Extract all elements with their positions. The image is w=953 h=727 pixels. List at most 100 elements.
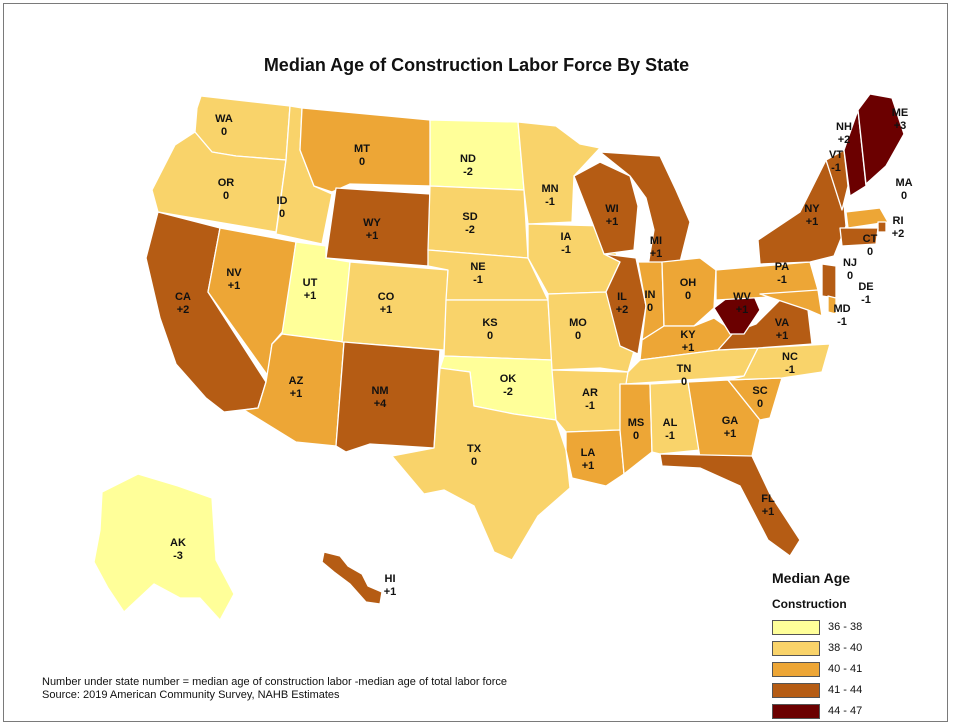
state-age-difference: +1 [736,304,749,316]
state-label: ND [460,153,476,165]
state-age-difference: -1 [785,364,795,376]
state-label: SC [752,385,767,397]
state-tx [391,367,571,561]
state-label: NE [470,261,485,273]
state-label: CO [378,291,395,303]
state-age-difference: +1 [380,304,393,316]
state-label: WA [215,113,233,125]
state-age-difference: 0 [867,246,873,258]
state-age-difference: -3 [173,550,183,562]
footnote-source: Source: 2019 American Community Survey, … [42,689,340,701]
state-age-difference: +1 [606,216,619,228]
legend-swatch [772,640,820,656]
footnote-line: Number under state number = median age o… [42,676,508,688]
state-ny [757,159,847,265]
legend-label: 41 - 44 [828,684,863,696]
state-me [857,93,905,185]
state-age-difference: -1 [861,294,871,306]
state-label: WI [605,203,618,215]
state-label: LA [581,447,596,459]
state-label: IA [561,231,572,243]
state-age-difference: +2 [616,304,629,316]
state-label: OH [680,277,697,289]
state-label: HI [385,573,396,585]
legend-item: 38 - 40 [772,640,862,656]
state-nj [821,263,837,299]
legend-item: 41 - 44 [772,682,862,698]
state-ga [687,379,761,459]
state-al [649,381,701,455]
legend-subtitle: Construction [772,597,847,611]
state-age-difference: +2 [892,228,905,240]
state-age-difference: -1 [777,274,787,286]
state-age-difference: 0 [847,270,853,282]
state-label: CA [175,291,191,303]
state-label: NJ [843,257,857,269]
state-label: UT [303,277,318,289]
state-age-difference: -1 [585,400,595,412]
state-nh [843,109,867,197]
state-label: MS [628,417,645,429]
state-label: MN [541,183,558,195]
state-sd [427,185,529,259]
state-age-difference: +3 [894,120,907,132]
state-age-difference: +1 [582,460,595,472]
state-label: AR [582,387,598,399]
state-label: KY [680,329,696,341]
state-age-difference: -2 [465,224,475,236]
legend-item: 44 - 47 [772,703,862,719]
state-label: MI [650,235,662,247]
state-age-difference: +2 [177,304,190,316]
state-label: ID [277,195,288,207]
state-label: SD [462,211,477,223]
state-label: OK [500,373,517,385]
state-age-difference: +1 [724,428,737,440]
state-age-difference: -1 [545,196,555,208]
state-label: NH [836,121,852,133]
state-label: KS [482,317,497,329]
state-label: RI [893,215,904,227]
map-title: Median Age of Construction Labor Force B… [263,55,690,75]
state-ak [93,473,235,621]
state-label: IN [645,289,656,301]
state-label: DE [858,281,873,293]
legend-label: 38 - 40 [828,642,863,654]
state-label: MA [895,177,912,189]
state-label: OR [218,177,235,189]
state-age-difference: 0 [487,330,493,342]
state-age-difference: +1 [762,506,775,518]
state-age-difference: +1 [228,280,241,292]
state-age-difference: 0 [223,190,229,202]
state-label: WY [363,217,381,229]
state-label: NM [371,385,388,397]
state-age-difference: +1 [776,330,789,342]
state-age-difference: -1 [473,274,483,286]
map-frame [3,3,948,722]
state-wi [573,161,639,255]
state-age-difference: 0 [575,330,581,342]
legend-swatch [772,703,820,719]
state-age-difference: +1 [304,290,317,302]
state-age-difference: 0 [647,302,653,314]
state-label: AZ [289,375,304,387]
state-label: TX [467,443,482,455]
state-label: MO [569,317,587,329]
state-age-difference: 0 [633,430,639,442]
state-label: AL [663,417,678,429]
state-co [341,261,449,351]
state-label: NV [226,267,242,279]
state-label: FL [761,493,775,505]
legend-item: 36 - 38 [772,619,862,635]
state-age-difference: -1 [561,244,571,256]
legend-swatch [772,661,820,677]
state-label: GA [722,415,739,427]
state-label: WV [733,291,751,303]
state-label: NY [804,203,820,215]
state-age-difference: 0 [279,208,285,220]
legend-swatch [772,619,820,635]
state-ct [839,227,879,247]
state-age-difference: 0 [901,190,907,202]
state-age-difference: -2 [463,166,473,178]
legend-swatch [772,682,820,698]
